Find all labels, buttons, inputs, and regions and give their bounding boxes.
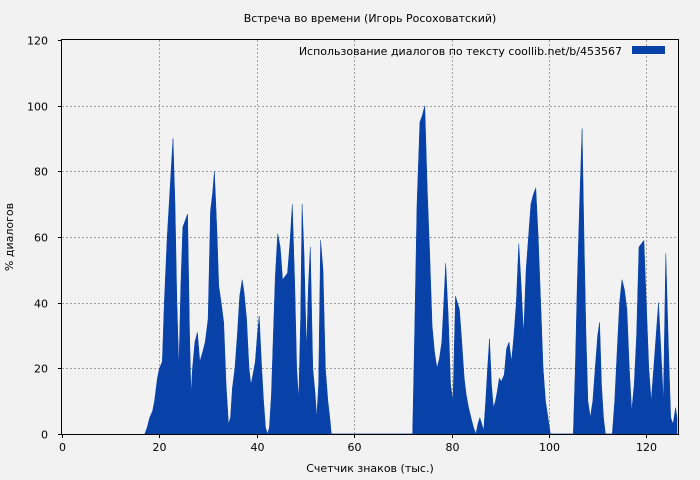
x-tick-label: 80	[446, 441, 460, 454]
x-tick-label: 0	[59, 441, 66, 454]
y-tick-label: 100	[27, 101, 48, 114]
y-tick-label: 0	[41, 429, 48, 442]
legend: Использование диалогов по тексту coollib…	[299, 45, 665, 58]
y-tick-label: 80	[34, 166, 48, 179]
area-series-path	[144, 105, 678, 435]
x-tick-label: 100	[539, 441, 560, 454]
legend-label: Использование диалогов по тексту coollib…	[299, 45, 622, 58]
chart-title: Встреча во времени (Игорь Росоховатский)	[244, 12, 497, 25]
area-series	[144, 105, 678, 435]
x-tick-label: 120	[636, 441, 657, 454]
y-tick-label: 20	[34, 363, 48, 376]
y-axis-label: % диалогов	[3, 203, 16, 271]
legend-swatch	[632, 46, 665, 54]
y-tick-label: 60	[34, 232, 48, 245]
y-tick-label: 40	[34, 298, 48, 311]
x-axis-label: Счетчик знаков (тыс.)	[306, 462, 434, 475]
x-tick-label: 40	[251, 441, 265, 454]
y-tick-label: 120	[27, 35, 48, 48]
axis-ticks: 0 20 40 60 80 100 120 0 20 40 60 80 100 120	[27, 35, 657, 455]
x-tick-label: 20	[153, 441, 167, 454]
x-tick-label: 60	[348, 441, 362, 454]
